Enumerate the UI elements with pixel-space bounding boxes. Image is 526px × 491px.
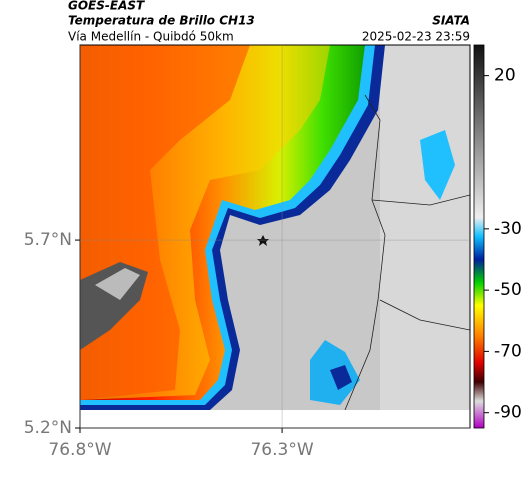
y-tick-label: 5.2°N bbox=[24, 418, 72, 438]
colorbar-tick-label: -70 bbox=[494, 341, 522, 361]
x-tick-label: 76.3°W bbox=[250, 440, 313, 460]
location-marker bbox=[257, 235, 269, 246]
x-tick-label: 76.8°W bbox=[48, 440, 111, 460]
route: Vía Medellín - Quibdó 50km bbox=[68, 30, 234, 44]
title: Temperatura de Brillo CH13 bbox=[68, 14, 255, 28]
colorbar-tick-label: -50 bbox=[494, 280, 522, 300]
colorbar-tick-label: -30 bbox=[494, 219, 522, 239]
satellite-image bbox=[80, 45, 470, 410]
colorbar bbox=[473, 44, 485, 429]
source: GOES-EAST bbox=[68, 0, 145, 13]
y-tick-label: 5.7°N bbox=[24, 230, 72, 250]
colorbar-tick-label: 20 bbox=[494, 66, 516, 86]
colorbar-tick-label: -90 bbox=[494, 403, 522, 423]
org: SIATA bbox=[432, 14, 470, 28]
datetime: 2025-02-23 23:59 bbox=[362, 30, 470, 44]
